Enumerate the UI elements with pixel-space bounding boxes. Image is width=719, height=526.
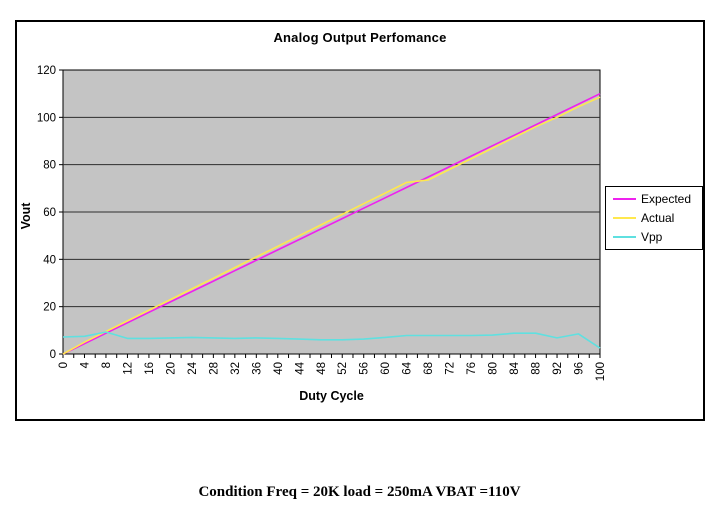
x-tick-label: 16 bbox=[144, 362, 156, 375]
legend-label: Vpp bbox=[641, 230, 663, 244]
x-tick-label: 28 bbox=[208, 362, 220, 375]
x-tick-label: 48 bbox=[316, 362, 328, 375]
x-tick-label: 68 bbox=[423, 362, 435, 375]
y-tick-label: 80 bbox=[43, 160, 56, 172]
x-tick-label: 64 bbox=[402, 361, 414, 374]
legend-swatch-expected bbox=[613, 198, 636, 200]
condition-caption: Condition Freq = 20K load = 250mA VBAT =… bbox=[198, 484, 521, 500]
x-tick-label: 44 bbox=[294, 361, 306, 374]
y-tick-label: 40 bbox=[43, 254, 56, 266]
x-tick-label: 80 bbox=[488, 362, 500, 375]
chart-frame: Analog Output Perfomance 0 20 40 60 80 100 120… bbox=[15, 20, 705, 421]
x-tick-label: 4 bbox=[79, 361, 91, 368]
series-line-vpp bbox=[62, 331, 601, 349]
x-tick-label: 56 bbox=[359, 362, 371, 375]
x-tick-label: 20 bbox=[165, 362, 177, 375]
x-tick-label: 60 bbox=[380, 362, 392, 375]
x-tick-label: 72 bbox=[445, 362, 457, 375]
x-tick-label: 84 bbox=[509, 361, 521, 374]
x-tick-label: 12 bbox=[122, 362, 134, 375]
y-tick-label: 60 bbox=[43, 207, 56, 219]
x-tick-label: 0 bbox=[58, 362, 70, 368]
x-tick-label: 40 bbox=[273, 362, 285, 375]
y-tick-label: 0 bbox=[50, 349, 56, 361]
legend-swatch-actual bbox=[613, 217, 636, 219]
x-tick-label: 100 bbox=[595, 362, 607, 381]
series-line-actual bbox=[62, 96, 601, 355]
x-tick-label: 92 bbox=[552, 362, 564, 375]
x-tick-label: 88 bbox=[531, 362, 543, 375]
x-tick-label: 36 bbox=[251, 362, 263, 375]
legend-entry: Expected bbox=[613, 190, 702, 209]
legend-swatch-vpp bbox=[613, 236, 636, 238]
chart-legend: Expected Actual Vpp bbox=[605, 186, 703, 250]
x-tick-label: 96 bbox=[574, 362, 586, 375]
x-tick-label: 76 bbox=[466, 362, 478, 375]
y-axis-title: Vout bbox=[19, 202, 33, 230]
legend-label: Actual bbox=[641, 211, 675, 225]
chart-title: Analog Output Perfomance bbox=[273, 30, 447, 45]
legend-entry: Vpp bbox=[613, 228, 702, 247]
y-tick-label: 100 bbox=[37, 112, 56, 124]
legend-entry: Actual bbox=[613, 209, 702, 228]
series-line-expected bbox=[62, 92, 601, 355]
x-tick-label: 8 bbox=[101, 362, 113, 368]
x-tick-label: 52 bbox=[337, 362, 349, 375]
legend-label: Expected bbox=[641, 192, 692, 206]
y-tick-label: 20 bbox=[43, 302, 56, 314]
x-tick-label: 32 bbox=[230, 362, 242, 375]
x-axis-title: Duty Cycle bbox=[299, 389, 364, 403]
y-tick-label: 120 bbox=[37, 65, 56, 77]
x-tick-label: 24 bbox=[187, 361, 199, 374]
